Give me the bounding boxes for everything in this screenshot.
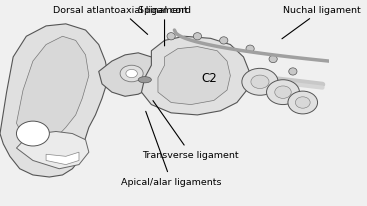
Ellipse shape <box>193 33 201 41</box>
Text: C2: C2 <box>201 72 217 85</box>
Ellipse shape <box>275 87 291 99</box>
Polygon shape <box>0 25 109 177</box>
Text: Apical/alar ligaments: Apical/alar ligaments <box>121 112 221 186</box>
Ellipse shape <box>120 66 143 82</box>
Ellipse shape <box>295 97 310 109</box>
Text: Dorsal atlantoaxial ligament: Dorsal atlantoaxial ligament <box>53 6 188 35</box>
Ellipse shape <box>251 76 269 89</box>
Ellipse shape <box>266 80 299 105</box>
Polygon shape <box>142 37 250 115</box>
Polygon shape <box>17 132 89 169</box>
Ellipse shape <box>17 122 49 146</box>
Polygon shape <box>99 54 158 97</box>
Text: Nuchal ligament: Nuchal ligament <box>282 6 361 40</box>
Text: Spinal cord: Spinal cord <box>138 6 191 47</box>
Ellipse shape <box>242 69 278 96</box>
Ellipse shape <box>288 92 317 114</box>
Ellipse shape <box>167 33 175 41</box>
Polygon shape <box>46 152 79 165</box>
Text: Transverse ligament: Transverse ligament <box>142 101 239 159</box>
Ellipse shape <box>246 46 254 53</box>
Polygon shape <box>17 37 89 140</box>
Polygon shape <box>158 47 230 105</box>
Ellipse shape <box>269 56 277 63</box>
Ellipse shape <box>126 70 137 78</box>
Ellipse shape <box>220 37 228 45</box>
Ellipse shape <box>289 68 297 76</box>
Ellipse shape <box>138 77 151 83</box>
